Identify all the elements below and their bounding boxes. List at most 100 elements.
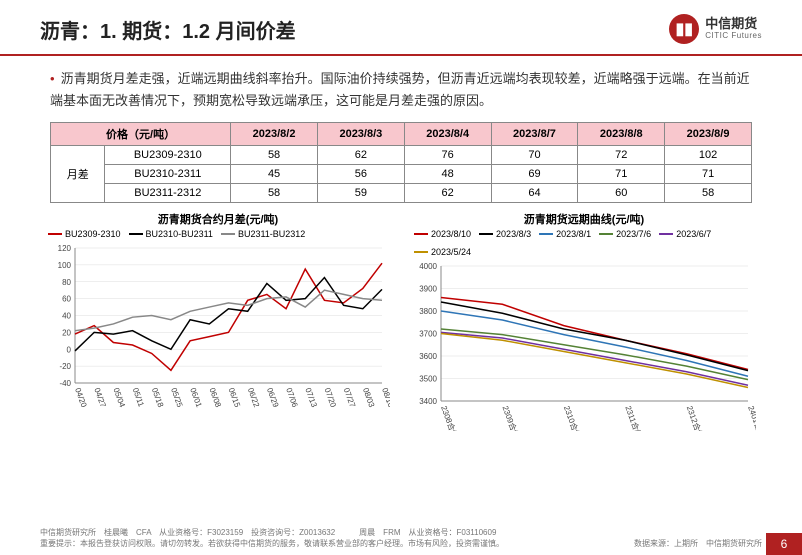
price-table: 价格（元/吨）2023/8/22023/8/32023/8/42023/8/72… [50,122,752,203]
svg-text:06/22: 06/22 [246,387,261,409]
table-row: BU2310-2311455648697171 [51,165,752,184]
footer-credits: 中信期货研究所 桂晨曦 CFA 从业资格号：F3023159 投资咨询号：Z00… [40,528,504,538]
summary-paragraph: •沥青期货月差走强，近端远期曲线斜率抬升。国际油价持续强势，但沥青近远端均表现较… [0,56,802,122]
table-cell: 58 [665,184,752,203]
svg-text:08/10: 08/10 [380,387,390,409]
svg-text:05/04: 05/04 [111,387,126,409]
brand-logo: ▮▮ 中信期货 CITIC Futures [669,14,762,44]
svg-text:06/01: 06/01 [188,387,203,409]
table-row-name: BU2311-2312 [105,184,231,203]
svg-text:20: 20 [62,329,71,338]
chart-right-title: 沥青期货远期曲线(元/吨) [406,211,762,227]
svg-text:3500: 3500 [419,375,437,384]
table-cell: 60 [578,184,665,203]
legend-item: 2023/8/1 [539,229,591,239]
svg-text:07/13: 07/13 [303,387,318,409]
legend-item: BU2311-BU2312 [221,229,305,239]
svg-text:2312合约: 2312合约 [685,404,706,431]
table-header-date: 2023/8/7 [491,123,578,146]
svg-text:-20: -20 [59,362,71,371]
legend-swatch [129,233,143,235]
svg-text:2309合约: 2309合约 [501,404,522,431]
svg-text:07/06: 07/06 [284,387,299,409]
legend-swatch [659,233,673,235]
chart-left-svg: -40-2002040608010012004/2004/2705/0405/1… [40,243,390,413]
svg-text:05/11: 05/11 [131,387,146,409]
table-header-date: 2023/8/3 [317,123,404,146]
svg-text:2401合约: 2401合约 [746,404,756,431]
page-number: 6 [766,533,802,555]
svg-text:2311合约: 2311合约 [623,404,644,431]
legend-item: 2023/8/3 [479,229,531,239]
svg-text:2310合约: 2310合约 [562,404,583,431]
legend-label: BU2309-2310 [65,229,121,239]
svg-text:06/29: 06/29 [265,387,280,409]
legend-label: 2023/8/10 [431,229,471,239]
legend-item: 2023/8/10 [414,229,471,239]
legend-swatch [479,233,493,235]
svg-text:3600: 3600 [419,352,437,361]
svg-text:80: 80 [62,278,71,287]
table-cell: 72 [578,146,665,165]
table-row-name: BU2310-2311 [105,165,231,184]
svg-text:-40: -40 [59,379,71,388]
table-cell: 58 [231,184,318,203]
table-cell: 64 [491,184,578,203]
table-cell: 76 [404,146,491,165]
table-row: 月差BU2309-23105862767072102 [51,146,752,165]
table-header-date: 2023/8/4 [404,123,491,146]
table-cell: 59 [317,184,404,203]
svg-text:100: 100 [58,261,72,270]
svg-text:4000: 4000 [419,262,437,271]
table-cell: 71 [665,165,752,184]
table-header-date: 2023/8/9 [665,123,752,146]
legend-swatch [414,251,428,253]
table-cell: 45 [231,165,318,184]
table-row-group: 月差 [51,146,105,203]
chart-left-title: 沥青期货合约月差(元/吨) [40,211,396,227]
logo-en: CITIC Futures [705,32,762,41]
svg-text:08/03: 08/03 [361,387,376,409]
svg-text:06/08: 06/08 [207,387,222,409]
legend-label: 2023/5/24 [431,247,471,257]
chart-left-legend: BU2309-2310 BU2310-BU2311 BU2311-BU2312 [40,229,396,243]
legend-label: BU2310-BU2311 [146,229,213,239]
footer-disclaimer: 重要提示：本报告登获访问权限。请切勿转发。若欲获得中信期货的服务，敬请联系营业部… [40,539,504,549]
legend-item: BU2310-BU2311 [129,229,213,239]
svg-text:07/27: 07/27 [342,387,357,409]
table-cell: 62 [317,146,404,165]
legend-item: 2023/6/7 [659,229,711,239]
svg-text:2308合约: 2308合约 [439,404,460,431]
svg-text:0: 0 [67,345,72,354]
chart-right-svg: 34003500360037003800390040002308合约2309合约… [406,261,756,431]
table-header-label: 价格（元/吨） [51,123,231,146]
table-cell: 62 [404,184,491,203]
table-cell: 71 [578,165,665,184]
svg-text:40: 40 [62,312,71,321]
chart-right-legend: 2023/8/10 2023/8/3 2023/8/1 2023/7/6 2023/6/… [406,229,762,261]
legend-label: 2023/8/3 [496,229,531,239]
table-cell: 48 [404,165,491,184]
legend-swatch [48,233,62,235]
svg-text:04/27: 04/27 [92,387,107,409]
legend-label: 2023/7/6 [616,229,651,239]
svg-text:3400: 3400 [419,397,437,406]
table-row: BU2311-2312585962646058 [51,184,752,203]
legend-label: 2023/6/7 [676,229,711,239]
legend-item: BU2309-2310 [48,229,121,239]
svg-text:04/20: 04/20 [73,387,88,409]
table-header-date: 2023/8/2 [231,123,318,146]
table-header-date: 2023/8/8 [578,123,665,146]
legend-swatch [221,233,235,235]
svg-text:60: 60 [62,295,71,304]
svg-text:07/20: 07/20 [323,387,338,409]
legend-swatch [539,233,553,235]
footer: 中信期货研究所 桂晨曦 CFA 从业资格号：F3023159 投资咨询号：Z00… [0,524,802,555]
legend-swatch [414,233,428,235]
table-cell: 69 [491,165,578,184]
logo-icon: ▮▮ [669,14,699,44]
svg-text:05/18: 05/18 [150,387,165,409]
chart-left: 沥青期货合约月差(元/吨) BU2309-2310BU2310-BU2311BU… [40,211,396,431]
bullet-icon: • [50,71,55,86]
table-cell: 56 [317,165,404,184]
